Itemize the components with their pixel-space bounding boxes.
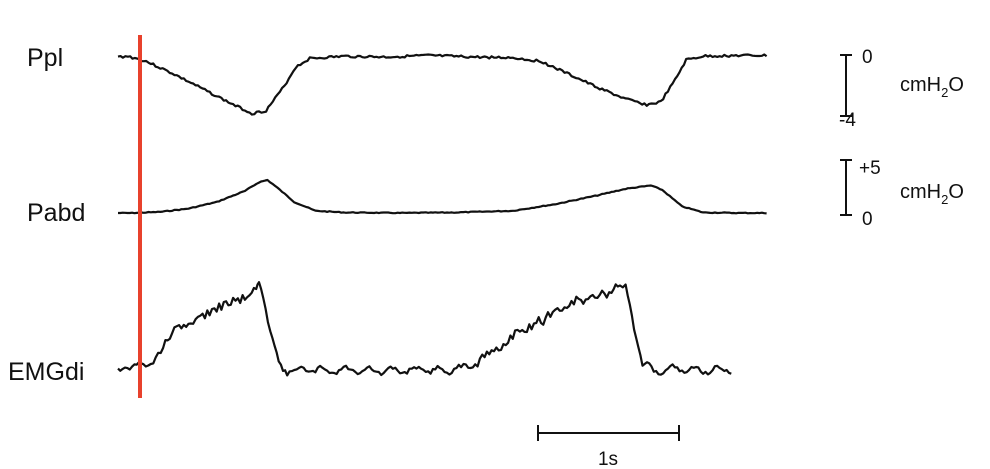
- ppl-trace: [117, 53, 768, 116]
- pabd-scale-top-label: +5: [859, 158, 881, 179]
- ppl-label: Ppl: [27, 44, 63, 72]
- pabd-scale-bottom-label: 0: [862, 209, 873, 230]
- ppl-scale-top-label: 0: [862, 47, 873, 68]
- time-scale-label: 1s: [598, 449, 618, 469]
- ppl-scale-bar: [840, 54, 852, 117]
- ppl-scale-bottom-label: -4: [839, 110, 856, 131]
- pabd-trace: [118, 178, 767, 215]
- emgdi-label: EMGdi: [8, 358, 84, 386]
- ppl-unit-label: cmH2O: [900, 74, 964, 100]
- pabd-label: Pabd: [27, 199, 85, 227]
- pabd-scale-bar: [840, 159, 852, 216]
- pabd-unit-label: cmH2O: [900, 181, 964, 207]
- emgdi-trace: [117, 281, 732, 377]
- time-scale-bar: [537, 425, 680, 441]
